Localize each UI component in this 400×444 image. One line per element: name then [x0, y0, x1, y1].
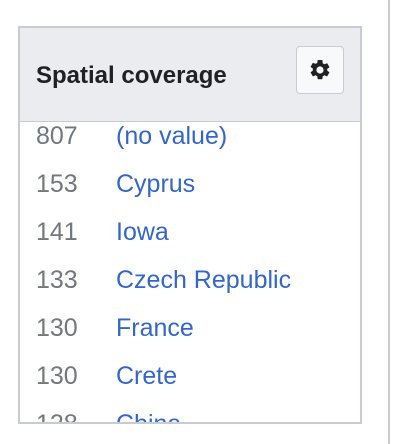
facet-count: 153 [36, 170, 78, 198]
facet-value-link[interactable]: Cyprus [116, 170, 196, 198]
facet-row: 130 France [20, 308, 360, 348]
facet-count: 141 [36, 218, 78, 246]
facet-row: 133 Czech Republic [20, 260, 360, 300]
facet-value-link[interactable]: Crete [116, 362, 178, 390]
facet-row: 128 China [20, 404, 360, 424]
column-divider [388, 0, 390, 444]
facet-row: 141 Iowa [20, 212, 360, 252]
facet-count: 130 [36, 362, 78, 390]
facet-value-link[interactable]: Czech Republic [116, 266, 292, 294]
facet-row: 130 Crete [20, 356, 360, 396]
facet-value-link[interactable]: China [116, 410, 182, 424]
facet-count: 133 [36, 266, 78, 294]
facet-row: 153 Cyprus [20, 164, 360, 204]
facet-title: Spatial coverage [36, 62, 227, 89]
facet-value-link[interactable]: Iowa [116, 218, 169, 246]
facet-count: 128 [36, 410, 78, 424]
spatial-coverage-facet: Spatial coverage 807 (no value) 153 Cypr… [18, 26, 362, 424]
facet-count: 130 [36, 314, 78, 342]
facet-header: Spatial coverage [20, 28, 360, 122]
facet-value-link[interactable]: France [116, 314, 194, 342]
facet-value-link[interactable]: (no value) [116, 122, 228, 150]
facet-count: 807 [36, 122, 78, 150]
facet-settings-button[interactable] [296, 46, 344, 94]
facet-row: 807 (no value) [20, 116, 360, 156]
gear-icon [310, 59, 330, 80]
